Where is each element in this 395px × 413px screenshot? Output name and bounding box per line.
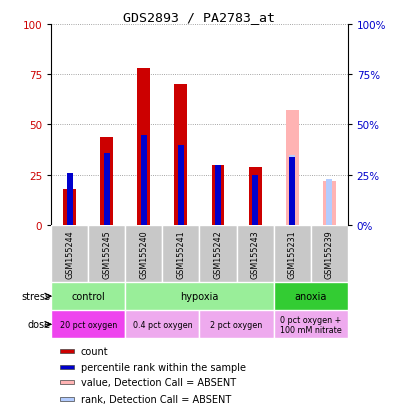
- Bar: [51, 225, 88, 282]
- Text: GSM155245: GSM155245: [102, 230, 111, 278]
- Bar: [66, 173, 73, 225]
- Text: count: count: [81, 346, 109, 356]
- Bar: [126, 282, 274, 311]
- Text: GSM155231: GSM155231: [288, 230, 297, 278]
- Bar: [103, 153, 110, 225]
- Bar: [60, 380, 74, 384]
- Bar: [310, 225, 348, 282]
- Bar: [141, 135, 147, 225]
- Title: GDS2893 / PA2783_at: GDS2893 / PA2783_at: [124, 11, 275, 24]
- Bar: [289, 155, 295, 225]
- Bar: [214, 165, 221, 225]
- Bar: [252, 176, 258, 225]
- Text: value, Detection Call = ABSENT: value, Detection Call = ABSENT: [81, 377, 236, 387]
- Text: GSM155243: GSM155243: [250, 230, 260, 278]
- Text: percentile rank within the sample: percentile rank within the sample: [81, 362, 246, 372]
- Bar: [274, 225, 310, 282]
- Bar: [248, 167, 261, 225]
- Text: GSM155242: GSM155242: [213, 230, 222, 278]
- Text: hypoxia: hypoxia: [180, 292, 219, 301]
- Text: GSM155239: GSM155239: [325, 230, 334, 278]
- Bar: [137, 69, 150, 225]
- Bar: [60, 365, 74, 369]
- Text: stress: stress: [22, 292, 51, 301]
- Bar: [60, 397, 74, 401]
- Bar: [178, 145, 184, 225]
- Bar: [199, 225, 237, 282]
- Text: GSM155241: GSM155241: [177, 230, 186, 278]
- Text: 20 pct oxygen: 20 pct oxygen: [60, 320, 117, 329]
- Bar: [175, 85, 188, 225]
- Bar: [237, 225, 274, 282]
- Bar: [286, 111, 299, 225]
- Bar: [51, 282, 126, 311]
- Text: 0.4 pct oxygen: 0.4 pct oxygen: [133, 320, 192, 329]
- Text: GSM155244: GSM155244: [65, 230, 74, 278]
- Text: control: control: [71, 292, 105, 301]
- Bar: [51, 311, 126, 339]
- Bar: [326, 179, 333, 225]
- Bar: [60, 349, 74, 353]
- Bar: [274, 311, 348, 339]
- Bar: [63, 190, 76, 225]
- Text: 0 pct oxygen +
100 mM nitrate: 0 pct oxygen + 100 mM nitrate: [280, 315, 341, 334]
- Bar: [211, 165, 224, 225]
- Text: rank, Detection Call = ABSENT: rank, Detection Call = ABSENT: [81, 394, 231, 404]
- Bar: [126, 225, 162, 282]
- Text: dose: dose: [28, 320, 51, 330]
- Bar: [88, 225, 126, 282]
- Bar: [199, 311, 274, 339]
- Bar: [162, 225, 199, 282]
- Bar: [100, 137, 113, 225]
- Text: anoxia: anoxia: [294, 292, 327, 301]
- Bar: [323, 181, 336, 225]
- Bar: [274, 282, 348, 311]
- Bar: [289, 157, 295, 225]
- Text: 2 pct oxygen: 2 pct oxygen: [211, 320, 263, 329]
- Text: GSM155240: GSM155240: [139, 230, 149, 278]
- Bar: [126, 311, 199, 339]
